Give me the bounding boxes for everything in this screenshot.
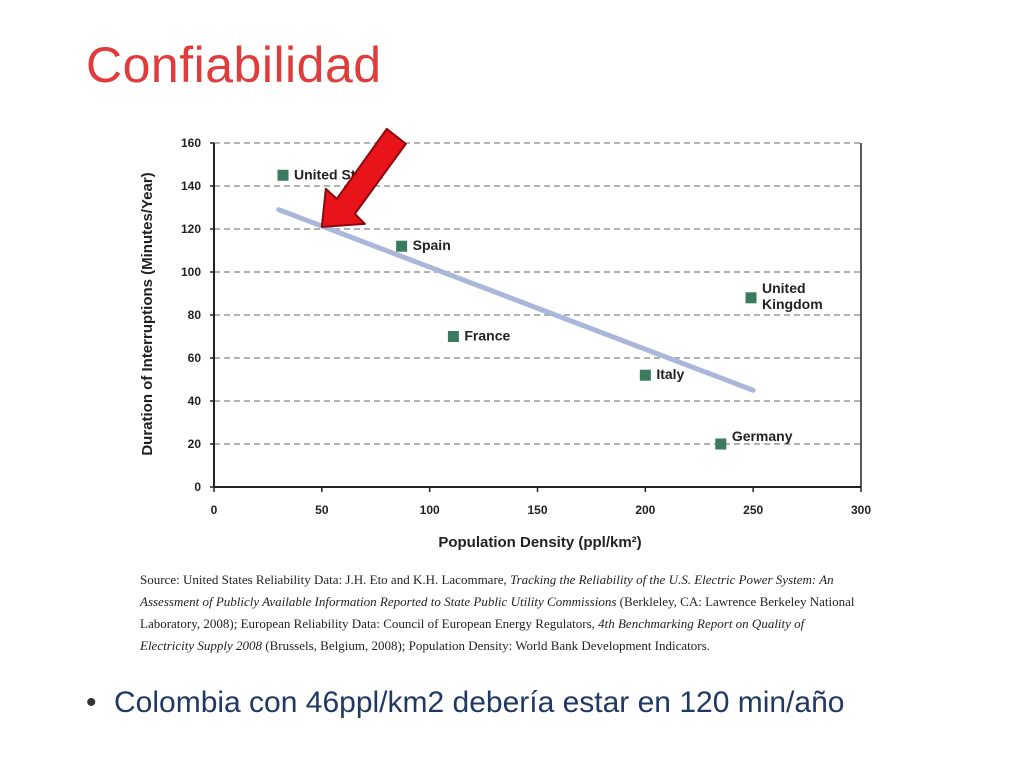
source-text-2: Tracking the Reliability of the U.S. Ele…	[140, 572, 834, 609]
data-point-label: United Kingdom	[762, 280, 823, 312]
x-tick-label: 100	[420, 503, 440, 517]
data-point-label: Spain	[413, 237, 451, 253]
y-tick-label: 140	[181, 179, 201, 193]
trend-line	[276, 207, 756, 393]
data-point-label: Italy	[656, 366, 684, 382]
y-tick-label: 160	[181, 136, 201, 150]
data-point-label: France	[464, 328, 510, 344]
bullet-item: • Colombia con 46ppl/km2 debería estar en…	[86, 686, 844, 720]
source-text-5: (Brussels, Belgium, 2008); Population De…	[262, 638, 710, 653]
y-tick-label: 0	[194, 480, 201, 494]
y-tick-label: 20	[188, 437, 202, 451]
x-tick-label: 150	[527, 503, 547, 517]
slide-title: Confiabilidad	[86, 37, 382, 93]
source-citation: Source: United States Reliability Data: …	[140, 569, 860, 657]
y-tick-label: 60	[188, 351, 202, 365]
y-tick-label: 120	[181, 222, 201, 236]
data-point-marker	[277, 169, 289, 181]
data-point-marker	[745, 292, 757, 304]
data-point-marker	[639, 369, 651, 381]
data-point-marker	[396, 240, 408, 252]
source-text-3: (Berkleley, CA: Lawrence Berkeley Nation…	[140, 594, 855, 631]
bullet-text: Colombia con 46ppl/km2 debería estar en …	[114, 686, 845, 719]
x-tick-label: 300	[851, 503, 871, 517]
source-text-1: Source: United States Reliability Data: …	[140, 572, 511, 587]
x-axis-label: Population Density (ppl/km²)	[438, 534, 641, 551]
x-tick-label: 250	[743, 503, 763, 517]
arrow-layer	[320, 127, 407, 228]
bullet-dot-icon: •	[86, 686, 97, 719]
data-point-label: Germany	[732, 428, 793, 444]
x-tick-label: 200	[635, 503, 655, 517]
source-text-4: 4th Benchmarking Report on Quality of El…	[140, 616, 805, 653]
data-point-marker	[447, 331, 459, 342]
y-axis-label: Duration of Interruptions (Minutes/Year)	[139, 172, 156, 455]
ticks-layer: 0 20 40 60 80 100 120 140 160 0 50 100 150 200 250 300	[181, 136, 871, 517]
y-tick-label: 100	[181, 265, 201, 279]
y-tick-label: 80	[188, 308, 202, 322]
x-tick-label: 0	[211, 503, 218, 517]
data-point-marker	[715, 438, 727, 450]
red-arrow-shape	[320, 127, 407, 228]
grid-layer	[214, 142, 861, 445]
trend-layer	[276, 207, 756, 393]
x-tick-label: 50	[315, 503, 329, 517]
y-tick-label: 40	[188, 394, 202, 408]
red-arrow-icon	[320, 127, 407, 228]
